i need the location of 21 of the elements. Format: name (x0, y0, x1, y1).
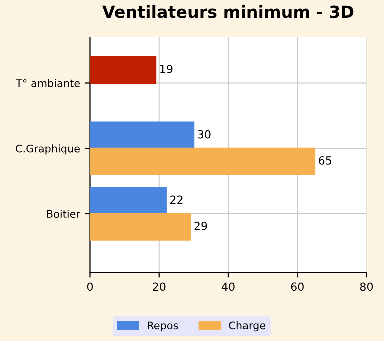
bar (90, 148, 316, 176)
x-tick-label: 80 (360, 282, 374, 292)
legend-label: Repos (148, 322, 178, 332)
bar (90, 122, 195, 150)
bar (90, 213, 192, 241)
x-tick-label: 0 (87, 282, 94, 292)
data-label: 29 (194, 222, 208, 230)
bar (90, 187, 167, 215)
bar (90, 56, 157, 84)
x-tick-label: 60 (291, 282, 304, 292)
x-tick-label: 20 (153, 282, 166, 292)
x-tick-label: 40 (222, 282, 235, 292)
data-label: 30 (198, 130, 211, 139)
data-label: 65 (319, 156, 332, 165)
y-tick-label: C.Graphique (16, 144, 80, 155)
data-label: 19 (160, 65, 173, 74)
data-label: 22 (170, 196, 183, 204)
y-tick-label: Boitier (47, 210, 81, 218)
y-tick-label: T° ambiante (16, 79, 80, 88)
legend-label: Charge (229, 322, 266, 332)
chart-title: Ventilateurs minimum - 3D (102, 5, 354, 18)
